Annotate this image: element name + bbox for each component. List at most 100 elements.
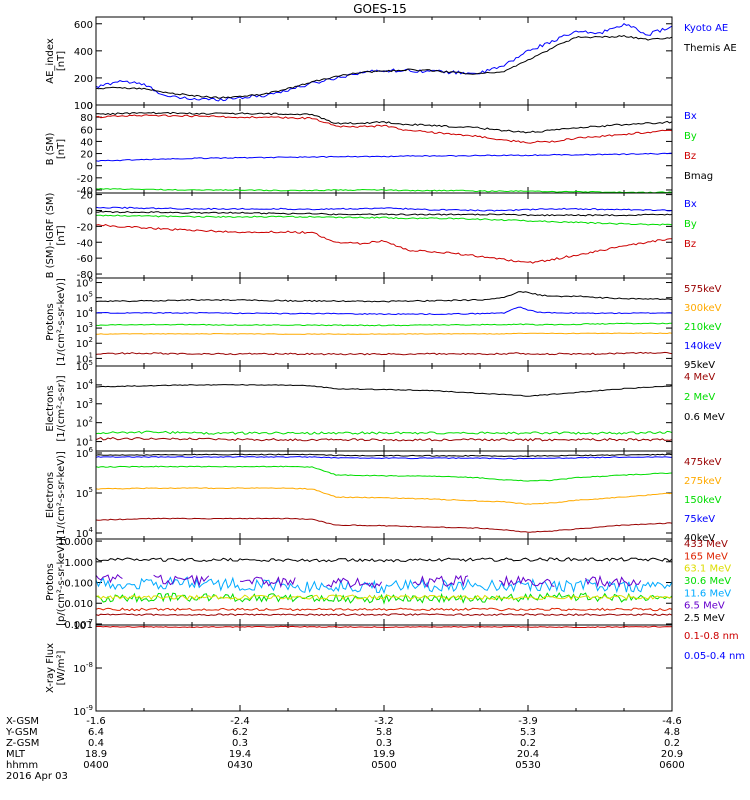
footer-value: 4.8 [664, 727, 680, 738]
footer-value: 19.4 [229, 749, 251, 760]
y-tick-label: 106 [76, 276, 94, 290]
y-tick-label: 0.001 [64, 620, 93, 631]
footer-row-label: Y-GSM [5, 727, 38, 738]
series-210kev [95, 322, 673, 327]
legend-entry: 11.6 MeV [684, 588, 731, 599]
y-tick-label: 200 [74, 74, 93, 85]
y-tick-label: 0 [87, 206, 93, 217]
legend-entry: By [684, 219, 697, 230]
y-axis-units: [1/(cm²-s-sr-keV)] [56, 451, 67, 539]
legend-entry: 210keV [684, 322, 722, 333]
series-2-5-mev [95, 557, 673, 563]
panel-electrons1: 101 102 103 104 105 Electrons [1/(cm²-s-sr)] 4 … [45, 359, 725, 452]
y-tick-label: 0.010 [64, 599, 93, 610]
y-tick-label: 102 [76, 336, 93, 350]
y-tick-label: -40 [77, 186, 93, 197]
footer-value: 5.8 [376, 727, 392, 738]
y-axis-units: [nT] [56, 139, 67, 159]
footer-value: 0.2 [664, 738, 680, 749]
legend-entry: 4 MeV [684, 372, 715, 383]
footer-value: -1.6 [86, 716, 106, 727]
footer-value: 5.3 [520, 727, 536, 738]
series-by [95, 187, 673, 194]
series-63-1-mev [95, 594, 673, 601]
chart-title: GOES-15 [353, 2, 407, 16]
legend-entry: 300keV [684, 303, 722, 314]
panel-protons2: 0.001 0.010 0.100 1.000 10.000 Protons [p/(cm²… [45, 537, 731, 631]
y-tick-label: 103 [76, 397, 93, 411]
y-tick-label: 60 [80, 125, 93, 136]
footer-value: -3.2 [374, 716, 394, 727]
legend-entry: Bx [684, 199, 697, 210]
panel-frame [95, 624, 673, 712]
y-axis-units: [nT] [56, 225, 67, 245]
footer-value: 0.2 [520, 738, 536, 749]
footer-row-label: 2016 Apr 03 [6, 771, 68, 782]
legend-entry: 95keV [684, 360, 715, 371]
y-tick-label: 103 [76, 321, 93, 335]
y-tick-label: 101 [76, 435, 93, 449]
legend-entry: Bz [684, 239, 696, 250]
panel-frame [95, 192, 673, 279]
y-tick-label: 400 [74, 47, 93, 58]
footer-value: 0.3 [232, 738, 248, 749]
legend-entry: By [684, 131, 697, 142]
footer-value: 0600 [659, 760, 684, 771]
footer-value: 0530 [515, 760, 540, 771]
y-axis-units: [nT] [56, 51, 67, 71]
legend-entry: 475keV [684, 457, 722, 468]
series-300kev [96, 332, 673, 335]
footer-value: 20.4 [517, 749, 539, 760]
footer-row-label: MLT [6, 749, 26, 760]
y-tick-label: 80 [80, 113, 93, 124]
series-by2 [95, 214, 673, 226]
footer-row-label: hhmm [6, 760, 38, 771]
y-tick-label: 0.100 [64, 579, 93, 590]
y-axis-label: Electrons [45, 385, 56, 431]
y-tick-label: -80 [77, 270, 93, 281]
y-tick-label: 106 [76, 446, 94, 460]
series-140kev [95, 306, 673, 316]
legend-entry: Bx [684, 111, 697, 122]
y-tick-label: 104 [76, 306, 94, 320]
panel-bigrf: -80 -60 -40 -20 0 20 B (SM)-IGRF (SM) [nT] Bx By B… [45, 191, 697, 281]
legend-entry: 75keV [684, 514, 715, 525]
series-4-mev [95, 437, 673, 442]
legend-entry: 0.1-0.8 nm [684, 631, 739, 642]
footer-value: 6.2 [232, 727, 248, 738]
legend-entry: 0.05-0.4 nm [684, 651, 745, 662]
panel-ae: 0 200 400 600 AE_index [nT] Kyoto AE Themis AE [45, 16, 737, 112]
series-475kev [95, 517, 673, 533]
y-axis-label: Electrons [45, 472, 56, 518]
y-axis-label: Protons [45, 563, 56, 600]
series-themis-ae [95, 34, 673, 99]
legend-entry: 6.5 MeV [684, 601, 725, 612]
legend-entry: 575keV [684, 284, 722, 295]
legend-entry: Bmag [684, 171, 713, 182]
y-tick-label: 102 [76, 416, 93, 430]
y-axis-label: B (SM)-IGRF (SM) [45, 193, 56, 279]
footer-value: 0400 [83, 760, 108, 771]
panel-xray: 10-9 10-8 10-7 X-ray Flux [W/m²] 0.1-0.8 nm 0.… [45, 618, 745, 718]
y-tick-label: 104 [76, 526, 94, 540]
panel-frame [95, 16, 673, 106]
panel-electrons2: 104 105 106 Electrons [1/(cm²-s-sr-keV)] 475k… [45, 446, 722, 544]
legend-entry: 165 MeV [684, 551, 728, 562]
panel-frame [95, 365, 673, 452]
series-40kev [95, 453, 673, 458]
y-tick-label: 10-8 [73, 661, 93, 675]
series-2-mev [95, 430, 673, 435]
series-150kev [95, 465, 673, 482]
y-axis-units: [W/m²] [56, 650, 67, 685]
series-75kev [95, 456, 673, 460]
y-tick-label: -20 [77, 174, 93, 185]
series-95kev [95, 291, 673, 303]
legend-entry: 433 MeV [684, 539, 728, 550]
y-tick-label: 20 [80, 150, 93, 161]
footer-value: 0430 [227, 760, 252, 771]
series-bz [95, 114, 673, 144]
footer-value: 20.9 [661, 749, 683, 760]
y-tick-label: 1.000 [64, 558, 93, 569]
